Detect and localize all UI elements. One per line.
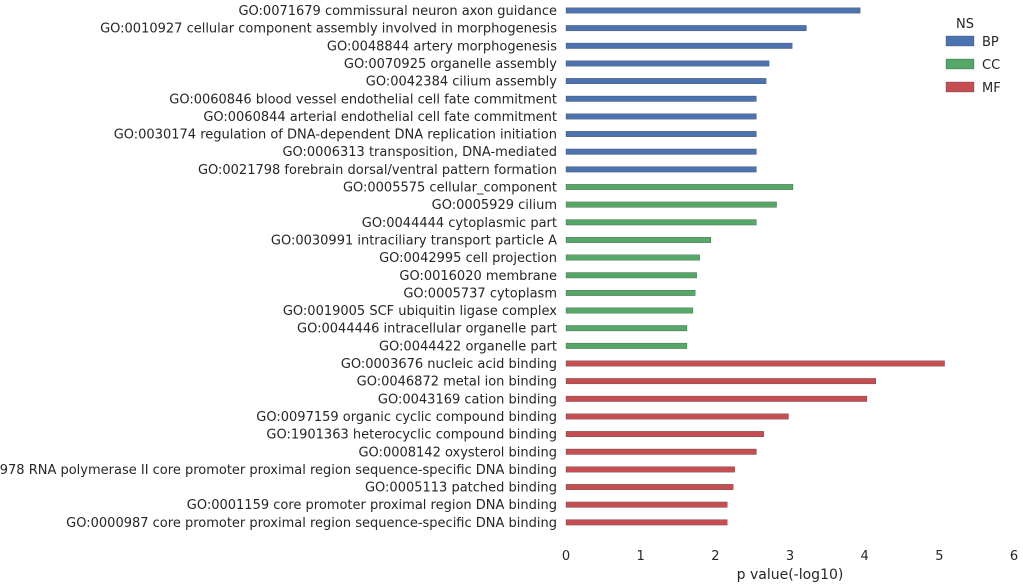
x-tick-label: 1 [637,549,645,564]
bar-mf [565,431,765,438]
category-label: GO:0005113 patched binding [365,481,557,496]
x-tick-label: 0 [562,549,570,564]
category-label: GO:0003676 nucleic acid binding [341,357,557,372]
x-tick-label: 5 [935,549,943,564]
category-label: GO:0048844 artery morphogenesis [327,39,557,54]
x-tick-label: 6 [1010,549,1018,564]
category-label: GO:0044444 cytoplasmic part [362,216,557,231]
bar-bp [565,60,770,67]
category-label: GO:0016020 membrane [399,269,557,284]
category-label: GO:0019005 SCF ubiquitin ligase complex [283,304,557,319]
category-label: GO:0030991 intraciliary transport partic… [271,233,557,248]
bar-bp [565,7,861,14]
bar-mf [565,501,728,508]
category-label: GO:0097159 organic cyclic compound bindi… [256,410,557,425]
bar-mf [565,413,789,420]
bar-bp [565,113,757,120]
category-label: GO:0043169 cation binding [378,392,557,407]
bar-cc [565,272,697,279]
bar-cc [565,184,794,190]
bar-mf [565,395,868,402]
category-label: GO:0042995 cell projection [379,251,557,266]
bars-group [565,7,945,526]
category-label: GO:0071679 commissural neuron axon guida… [238,4,557,19]
category-label: GO:0046872 metal ion binding [357,375,557,390]
category-label: GO:1901363 heterocyclic compound binding [266,428,557,443]
x-tick-label: 3 [786,549,794,564]
category-label: GO:0044446 intracellular organelle part [297,322,557,337]
legend-swatch-bp [945,35,975,47]
bar-cc [565,289,696,296]
x-axis-ticks: 0 1 2 3 4 5 6 [562,549,1018,564]
x-axis-label: p value(-log10) [737,567,844,583]
category-label: GO:0021798 forebrain dorsal/ventral patt… [198,163,557,178]
legend-label-bp: BP [982,35,999,50]
bar-mf [565,448,757,455]
legend: NS BP CC MF [945,17,1001,96]
bar-mf [565,484,734,490]
category-label: GO:0005737 cytoplasm [403,286,557,301]
category-label: GO:0006313 transposition, DNA-mediated [282,145,557,160]
category-label: GO:0008142 oxysterol binding [358,445,557,460]
category-label: GO:0010927 cellular component assembly i… [100,22,557,37]
bar-cc [565,254,700,261]
bar-cc [565,342,688,349]
bar-cc [565,237,712,243]
bar-bp [565,25,807,32]
bar-mf [565,519,728,526]
category-labels: GO:0071679 commissural neuron axon guida… [0,4,557,531]
legend-label-mf: MF [982,81,1001,96]
x-tick-label: 2 [711,549,719,564]
bar-cc [565,201,777,208]
x-tick-label: 4 [861,549,869,564]
bar-bp [565,95,757,102]
category-label: GO:0005575 cellular_component [343,181,557,196]
bar-mf [565,378,877,385]
bar-bp [565,166,757,173]
category-label: GO:0005929 cilium [432,198,557,213]
bar-bp [565,78,767,84]
legend-swatch-cc [945,58,975,70]
category-label: GO:0042384 cilium assembly [366,75,558,90]
category-label: GO:0030174 regulation of DNA-dependent D… [114,128,557,143]
legend-label-cc: CC [982,58,1000,73]
bar-cc [565,307,694,314]
category-label: GO:0044422 organelle part [379,339,557,354]
bar-cc [565,219,757,226]
bar-bp [565,148,757,155]
legend-swatch-mf [945,81,975,93]
category-label: GO:0060844 arterial endothelial cell fat… [203,110,557,125]
category-label: GO:0070925 organelle assembly [344,57,557,72]
bar-bp [565,42,793,49]
legend-title: NS [956,17,974,32]
category-label: GO:0000987 core promoter proximal region… [66,516,557,531]
bar-bp [565,131,757,137]
bar-mf [565,466,735,473]
bar-cc [565,325,688,332]
category-label: GO:0001159 core promoter proximal region… [187,498,557,513]
category-label: GO:0060846 blood vessel endothelial cell… [169,92,557,107]
category-label: GO:0000978 RNA polymerase II core promot… [0,463,557,478]
bar-mf [565,360,945,367]
